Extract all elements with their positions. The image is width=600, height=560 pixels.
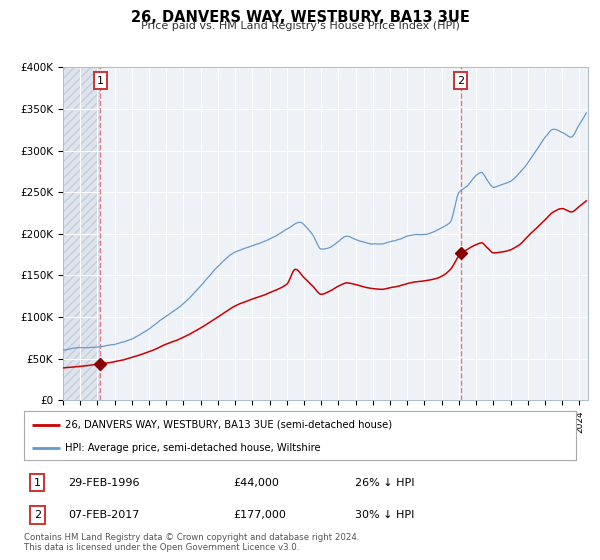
Text: 30% ↓ HPI: 30% ↓ HPI (355, 510, 415, 520)
Text: 07-FEB-2017: 07-FEB-2017 (68, 510, 140, 520)
Text: 26, DANVERS WAY, WESTBURY, BA13 3UE (semi-detached house): 26, DANVERS WAY, WESTBURY, BA13 3UE (sem… (65, 420, 392, 430)
Text: 26% ↓ HPI: 26% ↓ HPI (355, 478, 415, 488)
Text: 2: 2 (34, 510, 41, 520)
Text: HPI: Average price, semi-detached house, Wiltshire: HPI: Average price, semi-detached house,… (65, 443, 321, 453)
Text: 26, DANVERS WAY, WESTBURY, BA13 3UE: 26, DANVERS WAY, WESTBURY, BA13 3UE (131, 10, 469, 25)
Text: 29-FEB-1996: 29-FEB-1996 (68, 478, 140, 488)
Text: This data is licensed under the Open Government Licence v3.0.: This data is licensed under the Open Gov… (24, 543, 299, 552)
Text: 2: 2 (457, 76, 464, 86)
Bar (63, 67, 100, 400)
Text: £44,000: £44,000 (234, 478, 280, 488)
Text: 1: 1 (34, 478, 41, 488)
Text: Contains HM Land Registry data © Crown copyright and database right 2024.: Contains HM Land Registry data © Crown c… (24, 533, 359, 542)
Text: 1: 1 (97, 76, 104, 86)
Text: Price paid vs. HM Land Registry's House Price Index (HPI): Price paid vs. HM Land Registry's House … (140, 21, 460, 31)
Text: £177,000: £177,000 (234, 510, 287, 520)
